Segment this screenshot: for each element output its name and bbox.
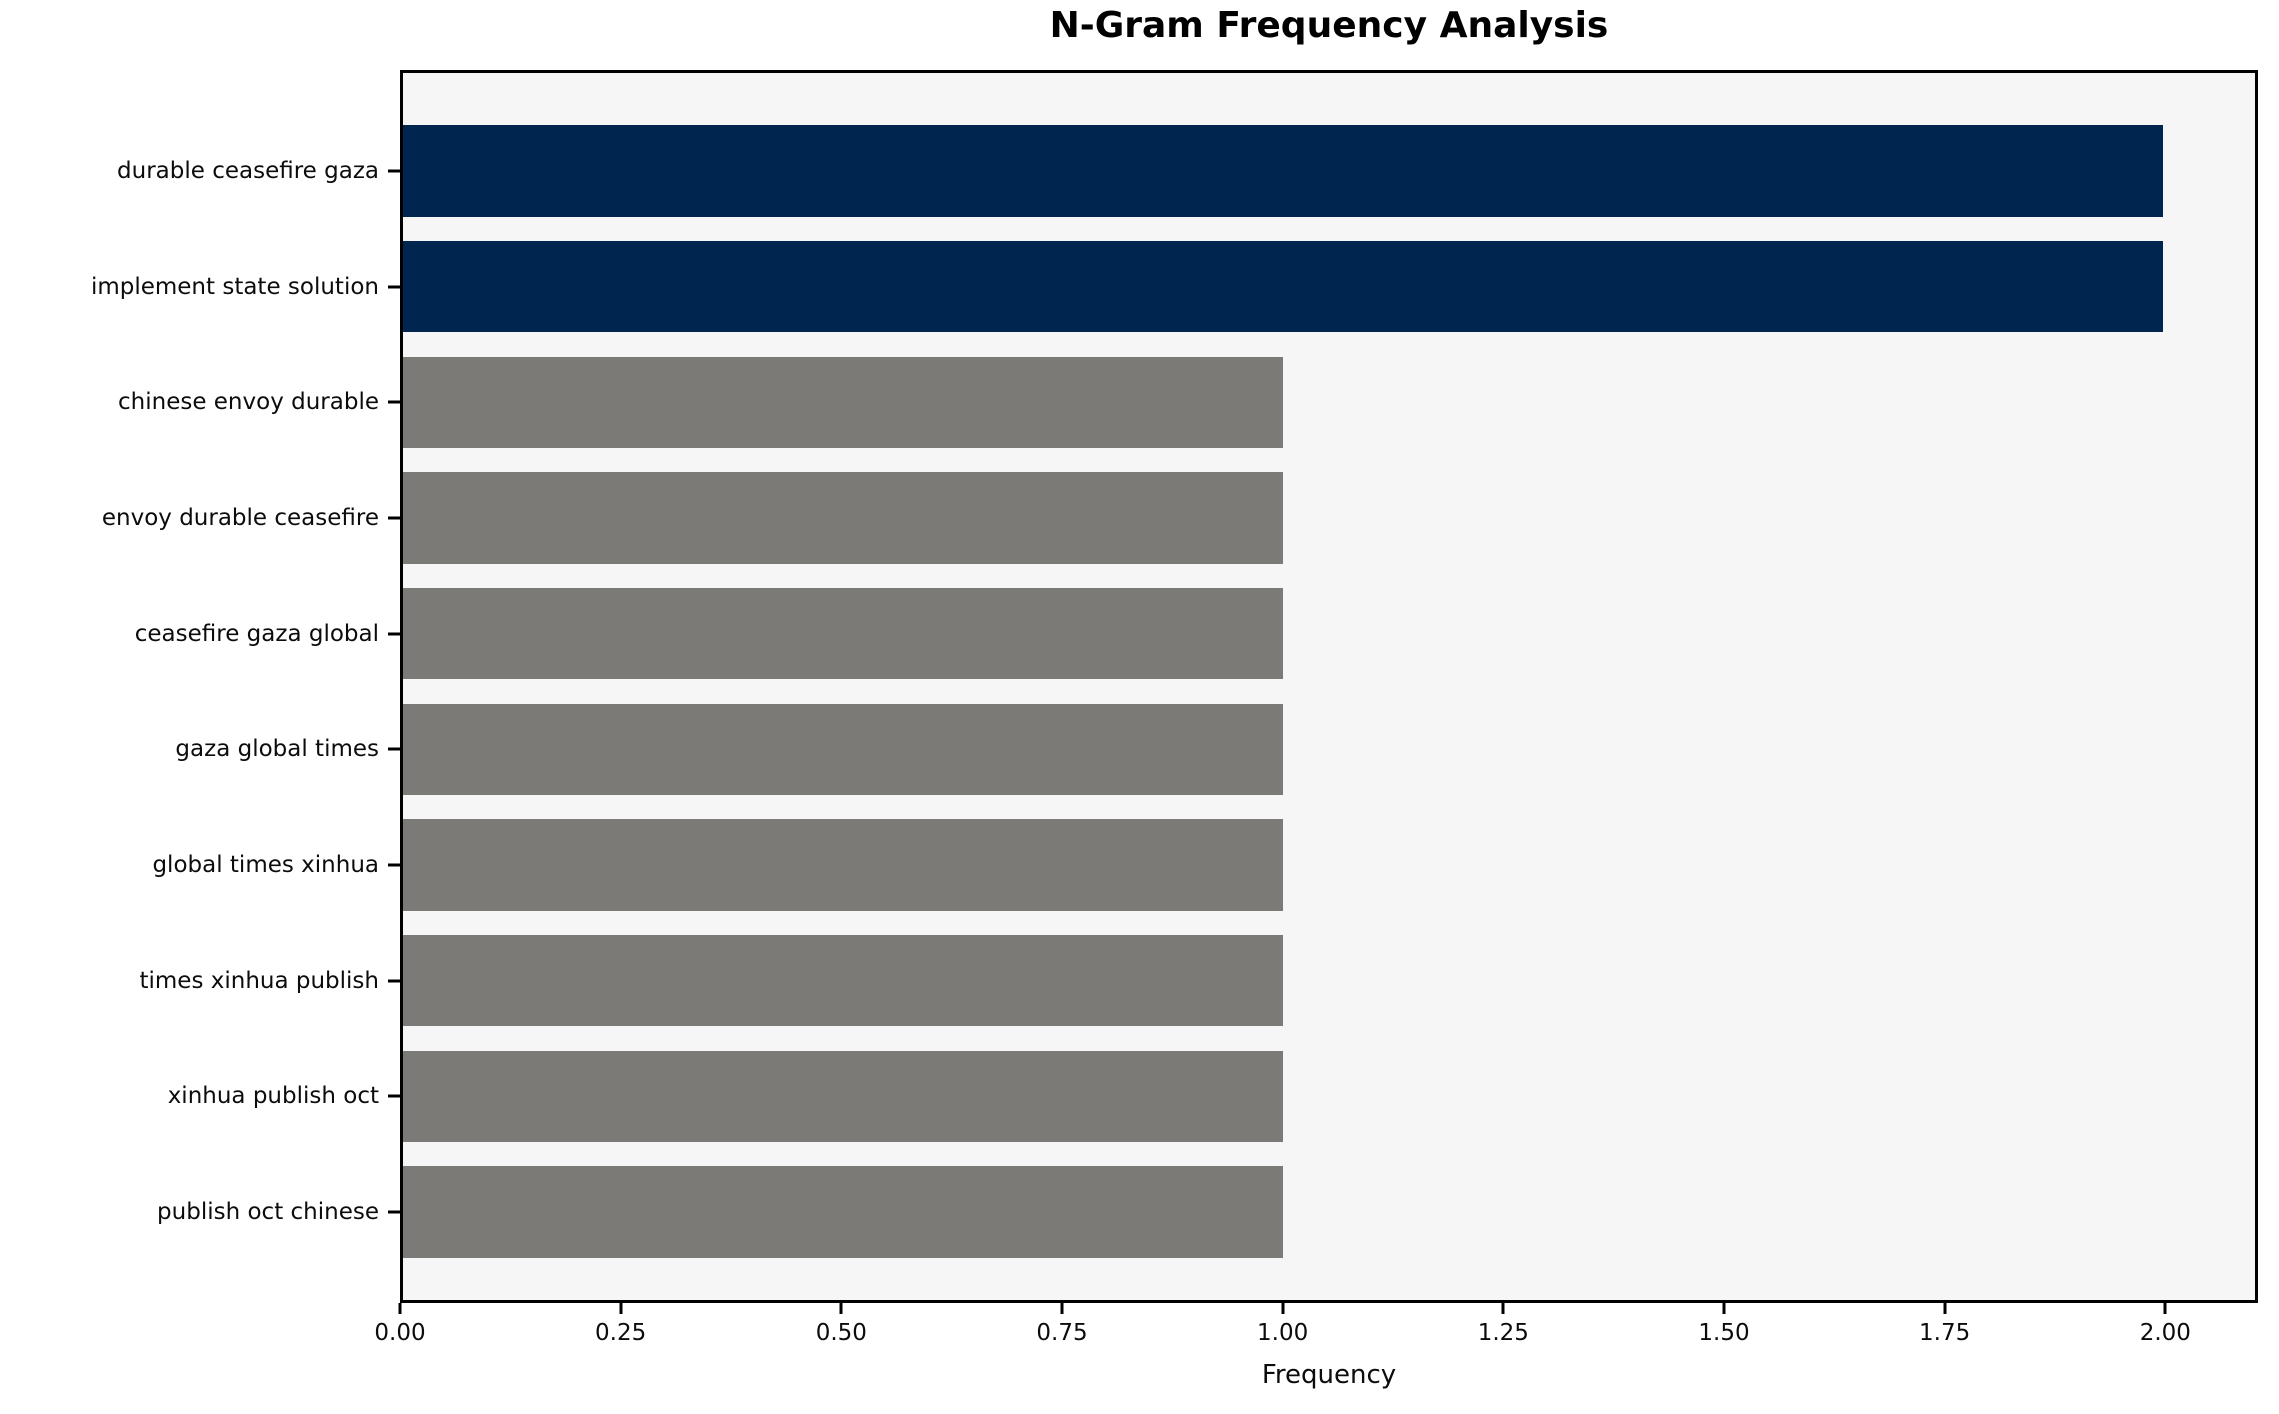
x-tick-label: 0.50 [815,1320,867,1346]
y-tick-mark [388,169,400,173]
chart-title: N-Gram Frequency Analysis [1049,5,1609,46]
bar-row: global times xinhua [152,807,2255,923]
bar [403,587,1283,680]
x-tick-mark [398,1303,402,1314]
y-tick-label: global times xinhua [152,852,379,879]
y-tick-label: durable ceasefire gaza [117,157,379,184]
y-tick-mark [388,400,400,404]
plot-area: durable ceasefire gaza implement state so… [91,70,2258,1303]
bar [403,1166,1283,1258]
y-tick-mark [388,1210,400,1214]
y-tick-label: publish oct chinese [157,1199,379,1226]
bar-row: publish oct chinese [157,1154,2255,1270]
bar-row: implement state solution [91,229,2255,345]
y-tick-label: envoy durable ceasefire [101,504,379,531]
y-tick-label: chinese envoy durable [118,389,379,416]
bar-row: envoy durable ceasefire [102,460,2255,576]
y-tick-mark [388,747,400,751]
y-tick-mark [388,632,400,636]
y-tick-mark [388,516,400,520]
y-tick-label: gaza global times [175,736,379,763]
bar-row: durable ceasefire gaza [117,113,2255,229]
bar [403,240,2163,333]
bar [403,125,2163,217]
bar-row: ceasefire gaza global [135,576,2255,692]
x-axis-label: Frequency [1261,1360,1397,1390]
x-tick-mark [1281,1303,1285,1314]
x-tick-mark [1060,1303,1064,1314]
x-tick-label: 1.25 [1477,1320,1529,1346]
x-tick-mark [2163,1303,2167,1314]
x-tick-label: 2.00 [2139,1320,2191,1346]
x-tick-mark [1501,1303,1505,1314]
x-tick-mark [1943,1303,1947,1314]
y-tick-label: ceasefire gaza global [134,620,379,647]
y-tick-mark [388,1094,400,1098]
y-tick-mark [388,979,400,983]
x-tick-label: 1.00 [1257,1320,1309,1346]
bar-row: chinese envoy durable [118,344,2255,460]
y-tick-label: times xinhua publish [139,967,379,994]
bar [403,356,1283,448]
y-tick-label: implement state solution [90,273,379,300]
x-tick-mark [1722,1303,1726,1314]
x-tick-label: 1.75 [1919,1320,1971,1346]
x-tick-mark [619,1303,623,1314]
bar [403,1050,1283,1143]
x-tick-label: 0.00 [374,1320,426,1346]
y-tick-mark [388,285,400,289]
bar-row: gaza global times [175,692,2255,808]
x-tick-mark [839,1303,843,1314]
bar [403,703,1283,796]
bar [403,819,1283,911]
y-tick-mark [388,863,400,867]
y-tick-label: xinhua publish oct [167,1083,379,1110]
x-tick-label: 0.25 [595,1320,647,1346]
bar [403,935,1283,1027]
bars-container: durable ceasefire gaza implement state so… [91,73,2255,1300]
x-tick-label: 1.50 [1698,1320,1750,1346]
bar-row: times xinhua publish [139,923,2255,1039]
x-tick-label: 0.75 [1036,1320,1088,1346]
bar-row: xinhua publish oct [168,1039,2255,1155]
bar [403,472,1283,564]
